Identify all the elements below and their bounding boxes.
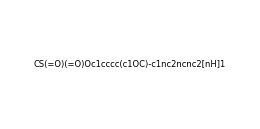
Text: CS(=O)(=O)Oc1cccc(c1OC)-c1nc2ncnc2[nH]1: CS(=O)(=O)Oc1cccc(c1OC)-c1nc2ncnc2[nH]1 <box>34 60 226 69</box>
